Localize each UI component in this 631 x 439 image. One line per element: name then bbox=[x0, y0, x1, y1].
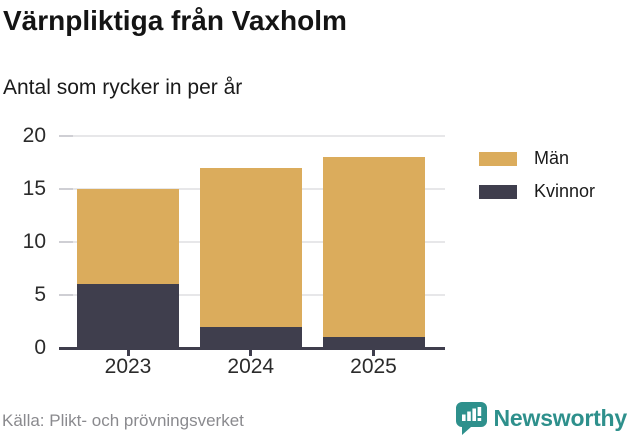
ytick-5 bbox=[59, 294, 73, 296]
y-axis-label-15: 15 bbox=[22, 177, 46, 200]
y-axis-label-0: 0 bbox=[34, 336, 46, 359]
legend-item-man: Män bbox=[479, 148, 595, 169]
newsworthy-wordmark: Newsworthy bbox=[493, 405, 628, 431]
y-axis-label-5: 5 bbox=[34, 283, 46, 306]
bar-2025-män bbox=[322, 157, 425, 338]
gridline-y-20 bbox=[59, 135, 445, 137]
legend-label-man: Män bbox=[534, 148, 570, 168]
bar-2023-män bbox=[77, 189, 179, 285]
xtick-2023 bbox=[126, 349, 130, 356]
legend-label-kvinnor: Kvinnor bbox=[534, 181, 596, 201]
chart-title: Värnpliktiga från Vaxholm bbox=[3, 5, 347, 36]
ytick-15 bbox=[59, 188, 73, 190]
legend-swatch-kvinnor bbox=[479, 184, 517, 199]
ytick-20 bbox=[59, 135, 73, 137]
newsworthy-bar-chart-icon bbox=[455, 402, 487, 435]
bar-2024-kvinnor bbox=[199, 326, 302, 348]
y-axis-label-10: 10 bbox=[22, 230, 46, 253]
chart-subtitle: Antal som rycker in per år bbox=[3, 76, 243, 99]
x-axis-label-2025: 2025 bbox=[350, 355, 397, 378]
source-note: Källa: Plikt- och prövningsverket bbox=[2, 411, 244, 430]
x-axis-label-2023: 2023 bbox=[104, 355, 152, 378]
bar-2024-män bbox=[199, 167, 302, 327]
bar-2025-kvinnor bbox=[322, 337, 425, 348]
xtick-2025 bbox=[372, 349, 375, 356]
y-axis-label-20: 20 bbox=[22, 124, 46, 147]
legend-item-kvinnor: Kvinnor bbox=[479, 181, 595, 202]
bar-2023-kvinnor bbox=[77, 284, 179, 348]
newsworthy-logo: Newsworthy bbox=[455, 402, 628, 435]
xtick-2024 bbox=[249, 349, 253, 356]
x-axis-label-2024: 2024 bbox=[227, 355, 275, 378]
ytick-10 bbox=[59, 241, 73, 243]
legend-swatch-man bbox=[479, 151, 517, 166]
x-axis-line bbox=[59, 346, 445, 350]
legend: Män Kvinnor bbox=[479, 148, 595, 202]
